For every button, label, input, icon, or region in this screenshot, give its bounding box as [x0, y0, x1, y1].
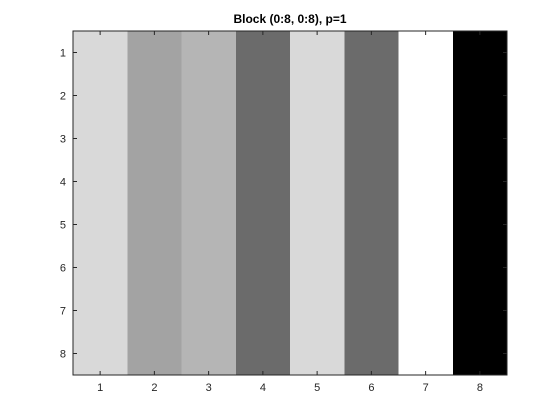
cell-r7-c6 — [344, 289, 399, 333]
cell-r2-c2 — [127, 74, 182, 118]
cell-r6-c8 — [452, 246, 508, 290]
y-tick-label-5: 5 — [60, 220, 66, 232]
cell-r5-c2 — [127, 203, 182, 247]
cell-r7-c8 — [452, 289, 508, 333]
cell-r6-c6 — [344, 246, 399, 290]
cell-r2-c1 — [73, 74, 128, 118]
cell-r2-c6 — [344, 74, 399, 118]
cell-r4-c7 — [398, 160, 454, 204]
cell-r5-c5 — [290, 203, 345, 247]
cell-r2-c8 — [452, 74, 508, 118]
cell-r3-c5 — [290, 117, 345, 161]
cell-r1-c2 — [127, 31, 182, 75]
cell-r4-c1 — [73, 160, 128, 204]
cell-r1-c6 — [344, 31, 399, 75]
cell-r1-c8 — [452, 31, 508, 75]
x-tick-label-7: 7 — [423, 382, 429, 394]
cell-r4-c5 — [290, 160, 345, 204]
cell-r7-c3 — [181, 289, 237, 333]
cell-r4-c6 — [344, 160, 399, 204]
cell-r2-c3 — [181, 74, 237, 118]
cell-r3-c4 — [235, 117, 291, 161]
x-tick-label-2: 2 — [151, 382, 157, 394]
cell-r7-c4 — [235, 289, 291, 333]
cell-r8-c5 — [290, 332, 345, 376]
x-tick-label-6: 6 — [368, 382, 374, 394]
axis-ticks — [73, 31, 507, 375]
y-axis-tick-labels: 1 2 3 4 5 6 7 8 — [60, 48, 66, 361]
axes-box — [72, 30, 508, 376]
cell-r4-c4 — [235, 160, 291, 204]
x-tick-label-8: 8 — [477, 382, 483, 394]
x-tick-label-1: 1 — [97, 382, 103, 394]
cell-r1-c5 — [290, 31, 345, 75]
cell-r7-c2 — [127, 289, 182, 333]
cell-r7-c5 — [290, 289, 345, 333]
plot-area — [72, 30, 508, 376]
cell-r8-c6 — [344, 332, 399, 376]
cell-r8-c2 — [127, 332, 182, 376]
cell-r3-c2 — [127, 117, 182, 161]
cell-r8-c1 — [73, 332, 128, 376]
y-tick-label-7: 7 — [60, 306, 66, 318]
cell-r5-c8 — [452, 203, 508, 247]
cell-r6-c7 — [398, 246, 454, 290]
cell-r3-c8 — [452, 117, 508, 161]
heatmap-cells — [73, 31, 508, 376]
cell-r7-c1 — [73, 289, 128, 333]
cell-r7-c7 — [398, 289, 454, 333]
cell-r5-c3 — [181, 203, 237, 247]
y-tick-label-6: 6 — [60, 263, 66, 275]
cell-r2-c4 — [235, 74, 291, 118]
cell-r8-c8 — [452, 332, 508, 376]
cell-r4-c2 — [127, 160, 182, 204]
cell-r6-c5 — [290, 246, 345, 290]
cell-r2-c5 — [290, 74, 345, 118]
cell-r2-c7 — [398, 74, 454, 118]
cell-r3-c6 — [344, 117, 399, 161]
cell-r1-c4 — [235, 31, 291, 75]
cell-r5-c6 — [344, 203, 399, 247]
y-tick-label-2: 2 — [60, 91, 66, 103]
cell-r6-c1 — [73, 246, 128, 290]
x-tick-label-3: 3 — [206, 382, 212, 394]
y-tick-label-3: 3 — [60, 134, 66, 146]
cell-r8-c7 — [398, 332, 454, 376]
cell-r5-c7 — [398, 203, 454, 247]
cell-r3-c7 — [398, 117, 454, 161]
chart-title: Block (0:8, 0:8), p=1 — [233, 12, 346, 26]
y-tick-label-8: 8 — [60, 349, 66, 361]
cell-r4-c8 — [452, 160, 508, 204]
cell-r3-c1 — [73, 117, 128, 161]
x-tick-label-5: 5 — [314, 382, 320, 394]
x-tick-label-4: 4 — [260, 382, 266, 394]
cell-r6-c2 — [127, 246, 182, 290]
cell-r4-c3 — [181, 160, 237, 204]
cell-r1-c1 — [73, 31, 128, 75]
cell-r6-c4 — [235, 246, 291, 290]
cell-r8-c4 — [235, 332, 291, 376]
cell-r6-c3 — [181, 246, 237, 290]
cell-r1-c7 — [398, 31, 454, 75]
y-tick-label-4: 4 — [60, 177, 66, 189]
x-axis-tick-labels: 1 2 3 4 5 6 7 8 — [97, 382, 483, 394]
cell-r1-c3 — [181, 31, 237, 75]
cell-r5-c1 — [73, 203, 128, 247]
cell-r3-c3 — [181, 117, 237, 161]
y-tick-label-1: 1 — [60, 48, 66, 60]
cell-r5-c4 — [235, 203, 291, 247]
cell-r8-c3 — [181, 332, 237, 376]
